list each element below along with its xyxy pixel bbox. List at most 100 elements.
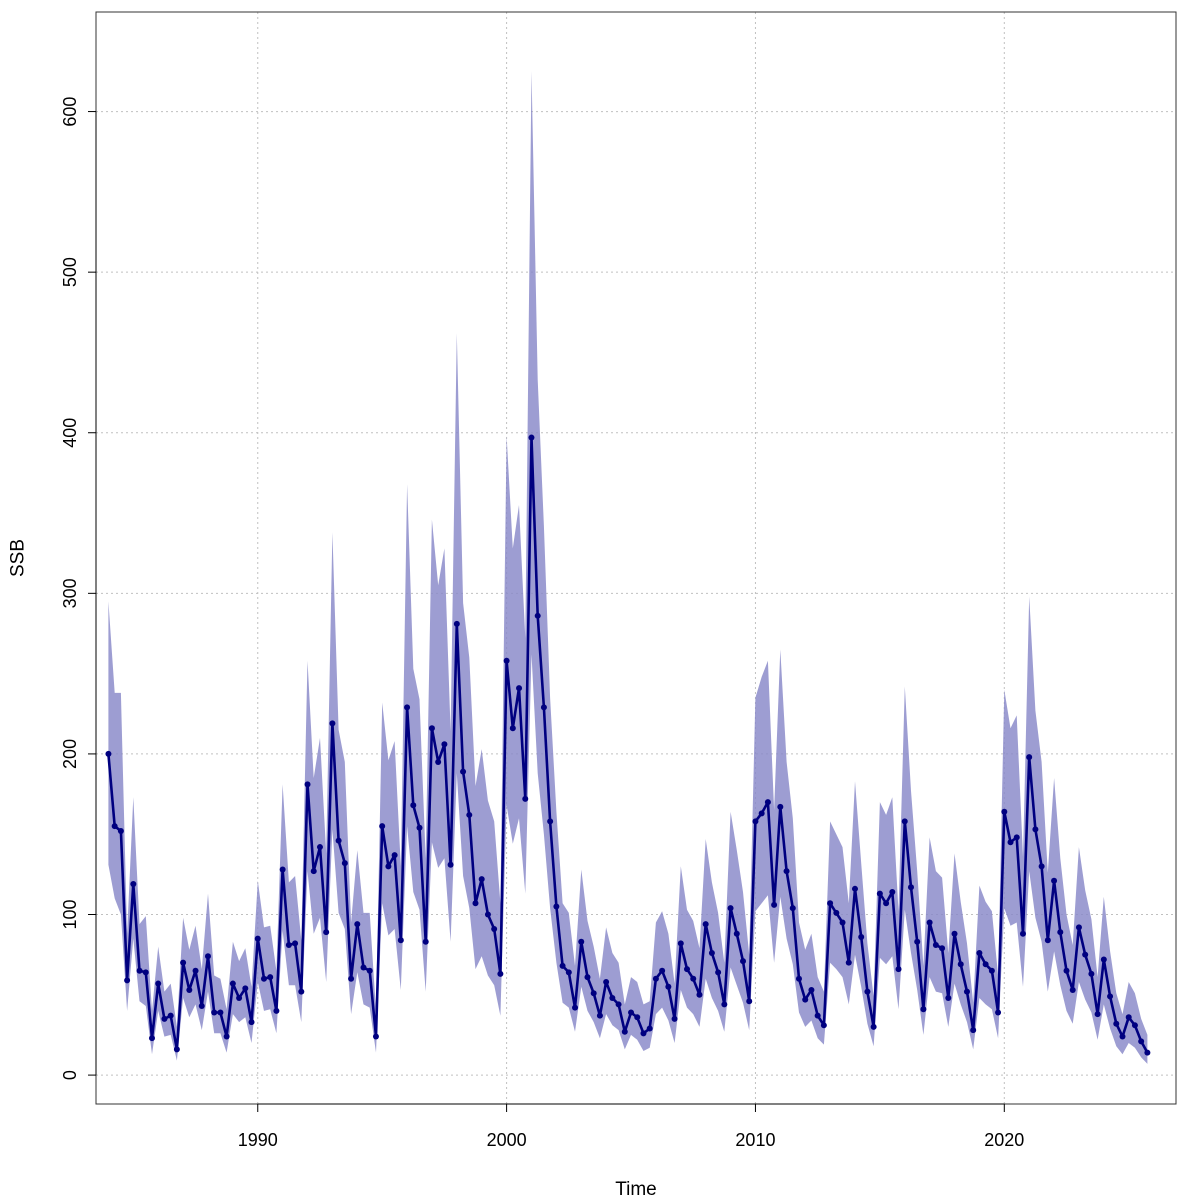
ssb-point: [142, 969, 149, 976]
ssb-point: [254, 935, 261, 942]
ssb-point: [808, 986, 815, 993]
ssb-point: [441, 741, 448, 748]
ssb-point: [391, 852, 398, 859]
ssb-point: [870, 1023, 877, 1030]
ssb-point: [690, 975, 697, 982]
ssb-point: [553, 903, 560, 910]
ssb-point: [572, 1004, 579, 1011]
ssb-point: [858, 933, 865, 940]
ssb-point: [970, 1027, 977, 1034]
ssb-point: [453, 620, 460, 627]
ssb-point: [372, 1033, 379, 1040]
ssb-point: [422, 938, 429, 945]
ssb-point: [323, 929, 330, 936]
ssb-point: [603, 978, 610, 985]
ssb-point: [466, 811, 473, 818]
ssb-point: [727, 905, 734, 912]
y-tick-label-600: 600: [60, 97, 80, 127]
ssb-point: [117, 828, 124, 834]
ssb-point: [1038, 863, 1045, 870]
ssb-point: [1069, 986, 1076, 993]
ssb-point: [901, 818, 908, 825]
ssb-point: [920, 1006, 927, 1013]
ssb-point: [565, 969, 572, 976]
ssb-point: [839, 919, 846, 926]
ssb-point: [833, 909, 840, 916]
ssb-point: [385, 863, 392, 870]
ssb-point: [696, 991, 703, 998]
x-tick-label-1990: 1990: [238, 1130, 278, 1150]
ssb-point: [484, 911, 491, 918]
ssb-point: [341, 860, 348, 867]
ssb-point: [460, 768, 467, 775]
y-tick-label-400: 400: [60, 418, 80, 448]
ssb-point: [1125, 1014, 1132, 1021]
ssb-point: [926, 919, 933, 926]
ssb-point: [814, 1012, 821, 1019]
ssb-point: [740, 958, 747, 965]
ssb-point: [366, 967, 373, 974]
ssb-point: [192, 967, 199, 974]
ssb-point: [547, 818, 554, 825]
ssb-point: [945, 995, 952, 1002]
ssb-point: [876, 890, 883, 897]
ssb-point: [820, 1022, 827, 1029]
ssb-point: [640, 1030, 647, 1037]
ssb-series: [107, 436, 1149, 1054]
ssb-point: [354, 921, 361, 928]
ssb-point: [851, 885, 858, 892]
ssb-point: [148, 1035, 155, 1042]
ssb-point: [715, 969, 722, 976]
ssb-point: [1113, 1020, 1120, 1027]
ssb-point: [292, 940, 299, 947]
ssb-point: [540, 704, 547, 711]
ssb-point: [1001, 808, 1008, 815]
ssb-point: [702, 921, 709, 928]
y-tick-label-100: 100: [60, 899, 80, 929]
ssb-point: [914, 938, 921, 945]
ssb-point: [1032, 826, 1039, 833]
ssb-point: [733, 930, 740, 937]
ssb-point: [615, 1001, 622, 1008]
ssb-point: [310, 868, 317, 875]
ssb-point: [236, 995, 243, 1002]
ssb-point: [1044, 937, 1051, 944]
ssb-point: [1119, 1033, 1126, 1040]
ssb-point: [995, 1009, 1002, 1016]
ssb-point: [789, 905, 796, 912]
ssb-point: [1107, 993, 1114, 1000]
x-tick-label-2000: 2000: [487, 1130, 527, 1150]
ssb-point: [777, 803, 784, 810]
y-tick-label-300: 300: [60, 578, 80, 608]
ssb-point: [304, 781, 311, 788]
ssb-point: [1082, 951, 1089, 958]
ssb-point: [590, 990, 597, 997]
ssb-point: [522, 795, 529, 802]
ssb-point: [167, 1012, 174, 1019]
ssb-point: [634, 1014, 641, 1021]
ssb-point: [628, 1009, 635, 1016]
ssb-point: [659, 967, 666, 974]
ssb-point: [827, 900, 834, 907]
ssb-point: [161, 1015, 168, 1022]
ssb-confidence-band: [108, 71, 1148, 1064]
ssb-point: [795, 975, 802, 982]
ssb-point: [516, 685, 523, 692]
ssb-point: [335, 837, 342, 844]
ssb-point: [864, 988, 871, 995]
x-axis-title: Time: [615, 1179, 657, 1200]
ssb-point: [279, 866, 286, 873]
y-axis-title: SSB: [8, 539, 29, 577]
confidence-band: [108, 71, 1148, 1064]
ssb-point: [652, 975, 659, 982]
ssb-point: [609, 995, 616, 1002]
ssb-point: [684, 966, 691, 973]
ssb-point: [802, 996, 809, 1003]
ssb-point: [242, 985, 249, 992]
ssb-point: [907, 884, 914, 891]
ssb-point: [329, 720, 336, 727]
ssb-point: [1131, 1022, 1138, 1029]
x-axis: 1990 2000 2010 2020: [238, 1103, 1024, 1150]
ssb-point: [204, 953, 211, 960]
